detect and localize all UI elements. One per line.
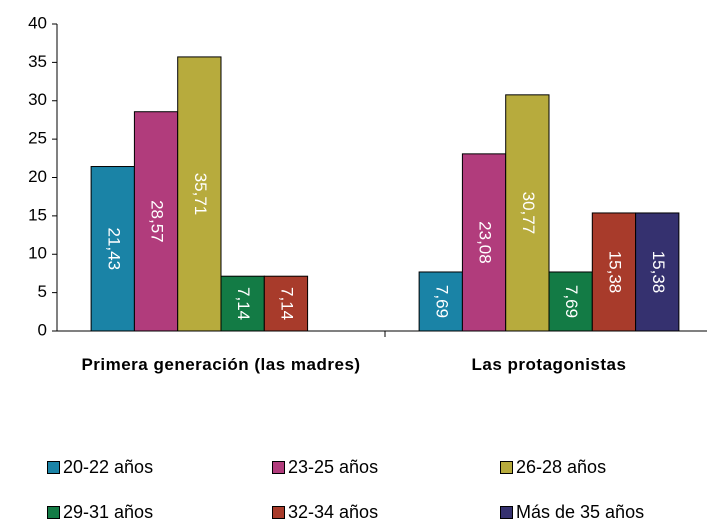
legend-swatch (47, 461, 60, 474)
bar (133, 111, 179, 332)
value-label: 7,69 (432, 285, 451, 318)
legend-swatch (272, 506, 285, 519)
bar (635, 212, 680, 332)
bar (461, 153, 507, 332)
value-label: 15,38 (649, 251, 668, 294)
legend-label: 20-22 años (63, 457, 154, 477)
bar (90, 166, 135, 332)
value-label: 30,77 (519, 192, 538, 235)
legend-swatch (500, 506, 513, 519)
legend-item: 32-34 años (272, 502, 378, 523)
value-label: 7,69 (562, 285, 581, 318)
bar (418, 271, 463, 332)
bar (548, 271, 593, 332)
y-tick-label: 40 (28, 13, 47, 32)
legend-swatch (47, 506, 60, 519)
bar (591, 212, 637, 332)
y-tick-label: 30 (28, 90, 47, 109)
y-tick-label: 10 (28, 244, 47, 263)
legend-label: 32-34 años (288, 502, 379, 522)
legend-label: 29-31 años (63, 502, 154, 522)
legend-label: Más de 35 años (516, 502, 645, 522)
value-label: 7,14 (234, 287, 253, 320)
value-label: 21,43 (104, 227, 123, 270)
value-label: 28,57 (148, 200, 167, 243)
y-tick-label: 35 (28, 52, 47, 71)
legend-item: 26-28 años (500, 457, 606, 478)
legend-swatch (272, 461, 285, 474)
legend-swatch (500, 461, 513, 474)
value-label: 15,38 (605, 251, 624, 294)
value-label: 7,14 (277, 287, 296, 320)
bar (177, 56, 222, 332)
legend-item: 29-31 años (47, 502, 153, 523)
y-tick-label: 15 (28, 205, 47, 224)
legend-label: 23-25 años (288, 457, 379, 477)
bar (220, 275, 265, 332)
value-label: 23,08 (476, 221, 495, 264)
y-tick-label: 25 (28, 129, 47, 148)
y-tick-label: 0 (38, 320, 47, 339)
y-tick-label: 20 (28, 167, 47, 186)
legend-label: 26-28 años (516, 457, 607, 477)
bar (263, 275, 309, 332)
y-tick-label: 5 (38, 282, 47, 301)
legend-item: 20-22 años (47, 457, 153, 478)
legend-item: Más de 35 años (500, 502, 644, 523)
x-tick-label: Primera generación (las madres) (81, 355, 361, 374)
x-tick-label: Las protagonistas (471, 355, 627, 374)
bar (505, 94, 550, 332)
value-label: 35,71 (191, 173, 210, 216)
legend-item: 23-25 años (272, 457, 378, 478)
